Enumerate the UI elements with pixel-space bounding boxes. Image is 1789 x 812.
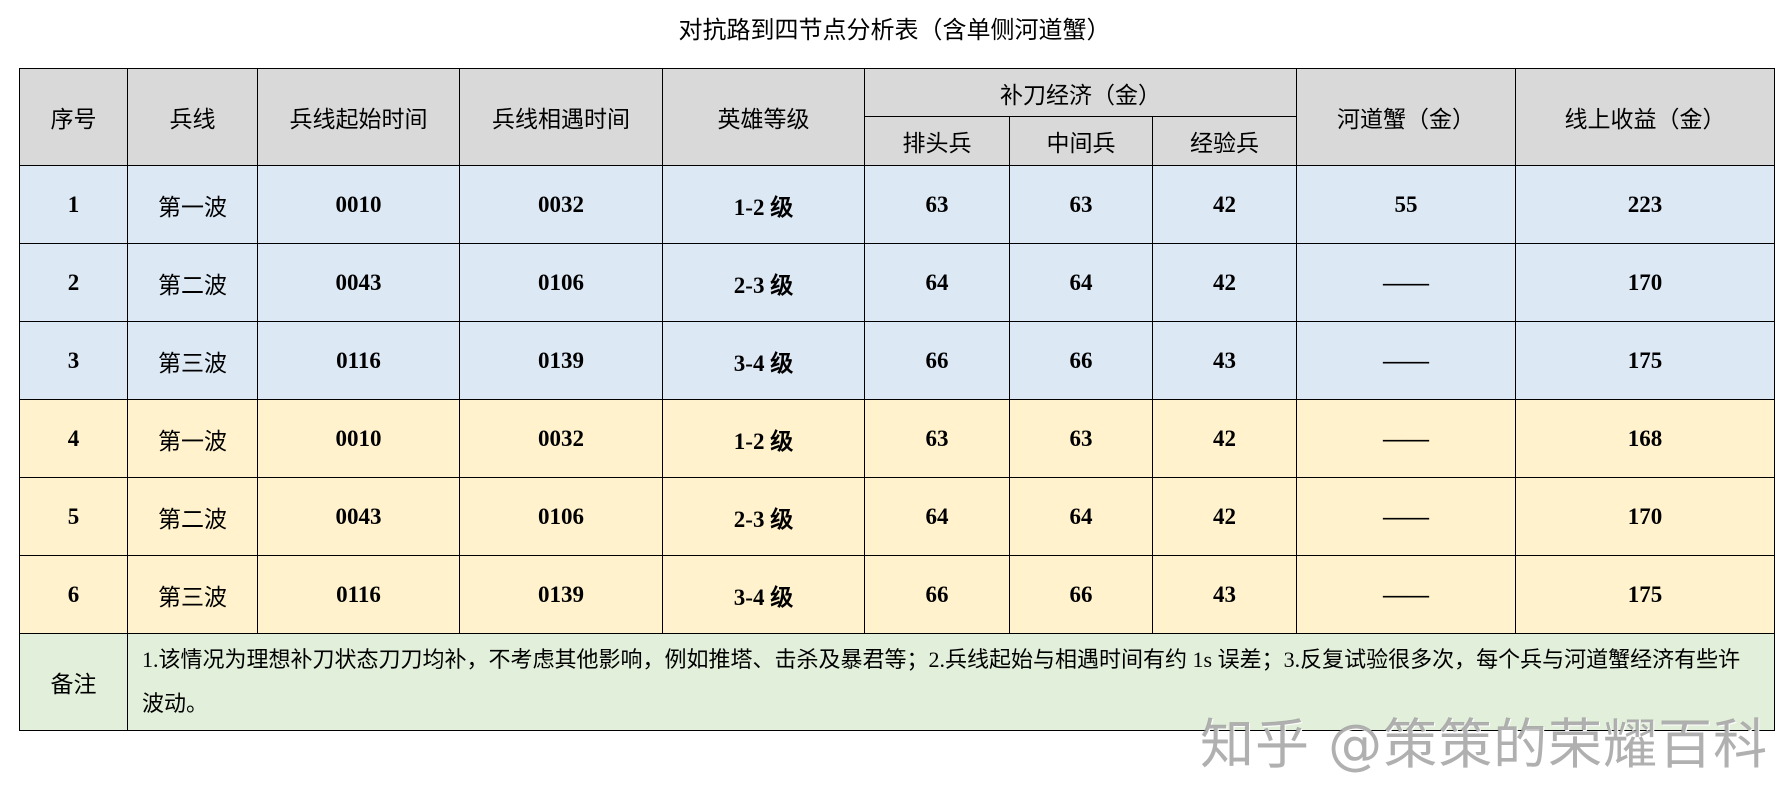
cell-start-time: 0116 [257,555,460,634]
cell-wave: 第二波 [127,477,258,556]
header-start-time: 兵线起始时间 [257,68,460,166]
header-crab: 河道蟹（金） [1296,68,1516,166]
cell-total: 168 [1515,399,1775,478]
cell-crab: —— [1296,399,1516,478]
table-row: 3 第三波 0116 0139 3-4 级 66 66 43 —— 175 [19,321,1775,400]
cell-hero-level: 1-2 级 [662,165,865,244]
cell-crab: —— [1296,243,1516,322]
cell-middle: 63 [1009,165,1153,244]
header-hero-level: 英雄等级 [662,68,865,166]
header-meet-time: 兵线相遇时间 [459,68,663,166]
cell-meet-time: 0032 [459,165,663,244]
cell-meet-time: 0139 [459,321,663,400]
cell-middle: 66 [1009,321,1153,400]
header-total: 线上收益（金） [1515,68,1775,166]
cell-exp: 42 [1152,477,1297,556]
cell-total: 170 [1515,243,1775,322]
cell-wave: 第三波 [127,321,258,400]
cell-front: 64 [864,243,1010,322]
table-row: 4 第一波 0010 0032 1-2 级 63 63 42 —— 168 [19,399,1775,478]
header-index: 序号 [19,68,128,166]
cell-start-time: 0043 [257,243,460,322]
cell-index: 4 [19,399,128,478]
cell-total: 175 [1515,321,1775,400]
analysis-table: 序号 兵线 兵线起始时间 兵线相遇时间 英雄等级 补刀经济（金） 河道蟹（金） … [19,68,1775,731]
cell-middle: 64 [1009,477,1153,556]
cell-front: 66 [864,555,1010,634]
cell-wave: 第二波 [127,243,258,322]
cell-index: 5 [19,477,128,556]
cell-wave: 第一波 [127,165,258,244]
cell-start-time: 0010 [257,165,460,244]
cell-meet-time: 0106 [459,243,663,322]
cell-index: 6 [19,555,128,634]
cell-hero-level: 1-2 级 [662,399,865,478]
cell-meet-time: 0106 [459,477,663,556]
cell-crab: 55 [1296,165,1516,244]
cell-index: 3 [19,321,128,400]
note-row: 备注 1.该情况为理想补刀状态刀刀均补，不考虑其他影响，例如推塔、击杀及暴君等；… [19,633,1775,731]
cell-front: 63 [864,165,1010,244]
watermark: 知乎 @策策的荣耀百科 [1200,713,1769,776]
cell-start-time: 0043 [257,477,460,556]
header-last-hit-group: 补刀经济（金） [864,68,1297,117]
cell-middle: 64 [1009,243,1153,322]
cell-middle: 63 [1009,399,1153,478]
cell-start-time: 0010 [257,399,460,478]
cell-index: 2 [19,243,128,322]
cell-exp: 42 [1152,399,1297,478]
cell-exp: 42 [1152,165,1297,244]
cell-total: 170 [1515,477,1775,556]
cell-wave: 第一波 [127,399,258,478]
cell-hero-level: 3-4 级 [662,321,865,400]
header-exp: 经验兵 [1152,116,1297,166]
cell-crab: —— [1296,477,1516,556]
cell-wave: 第三波 [127,555,258,634]
table-title: 对抗路到四节点分析表（含单侧河道蟹） [678,18,1111,44]
cell-middle: 66 [1009,555,1153,634]
cell-hero-level: 3-4 级 [662,555,865,634]
cell-hero-level: 2-3 级 [662,477,865,556]
cell-meet-time: 0139 [459,555,663,634]
cell-index: 1 [19,165,128,244]
note-label: 备注 [19,633,128,731]
note-text: 1.该情况为理想补刀状态刀刀均补，不考虑其他影响，例如推塔、击杀及暴君等；2.兵… [127,633,1775,731]
header-front: 排头兵 [864,116,1010,166]
table-row: 2 第二波 0043 0106 2-3 级 64 64 42 —— 170 [19,243,1775,322]
cell-exp: 42 [1152,243,1297,322]
header-middle: 中间兵 [1009,116,1153,166]
table-row: 5 第二波 0043 0106 2-3 级 64 64 42 —— 170 [19,477,1775,556]
header-wave: 兵线 [127,68,258,166]
cell-hero-level: 2-3 级 [662,243,865,322]
cell-exp: 43 [1152,321,1297,400]
cell-front: 66 [864,321,1010,400]
cell-total: 223 [1515,165,1775,244]
cell-start-time: 0116 [257,321,460,400]
cell-crab: —— [1296,555,1516,634]
cell-front: 64 [864,477,1010,556]
cell-exp: 43 [1152,555,1297,634]
cell-front: 63 [864,399,1010,478]
cell-meet-time: 0032 [459,399,663,478]
table-row: 6 第三波 0116 0139 3-4 级 66 66 43 —— 175 [19,555,1775,634]
cell-total: 175 [1515,555,1775,634]
cell-crab: —— [1296,321,1516,400]
table-row: 1 第一波 0010 0032 1-2 级 63 63 42 55 223 [19,165,1775,244]
